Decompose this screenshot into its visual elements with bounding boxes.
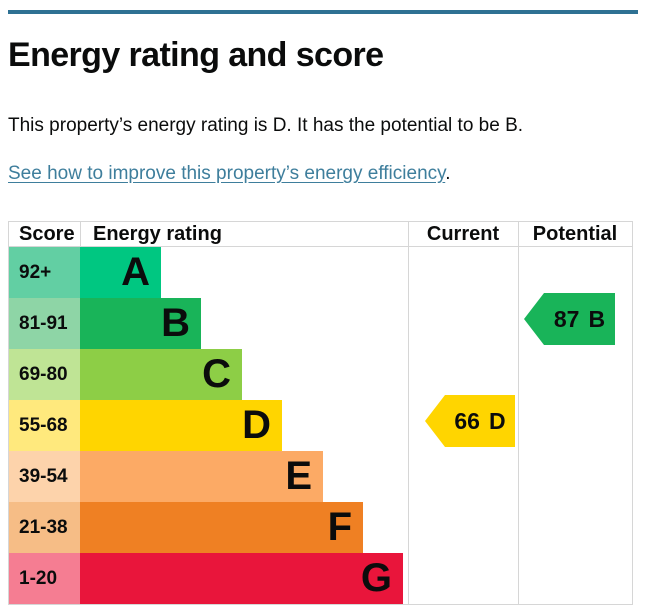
band-bar-d: D bbox=[80, 400, 282, 451]
potential-rating-band: B bbox=[588, 305, 606, 332]
current-rating-arrow: 66 D bbox=[425, 395, 515, 447]
epc-chart: Score Energy rating Current Potential 92… bbox=[8, 221, 633, 605]
band-bar-b: B bbox=[80, 298, 201, 349]
band-score-range: 55-68 bbox=[9, 400, 80, 451]
current-rating-band: D bbox=[488, 407, 506, 434]
epc-band-row-f: 21-38 F bbox=[9, 502, 632, 553]
potential-column-divider bbox=[518, 222, 519, 604]
epc-band-row-d: 55-68 D bbox=[9, 400, 632, 451]
current-column-divider bbox=[408, 222, 409, 604]
epc-band-row-b: 81-91 B bbox=[9, 298, 632, 349]
band-bar-c: C bbox=[80, 349, 242, 400]
chart-header-row: Score Energy rating Current Potential bbox=[9, 222, 632, 247]
epc-band-row-c: 69-80 C bbox=[9, 349, 632, 400]
band-score-range: 21-38 bbox=[9, 502, 80, 553]
band-score-range: 92+ bbox=[9, 247, 80, 298]
link-period: . bbox=[445, 163, 451, 184]
band-bar-g: G bbox=[80, 553, 403, 604]
band-score-range: 39-54 bbox=[9, 451, 80, 502]
column-header-score: Score bbox=[19, 223, 75, 245]
band-score-range: 81-91 bbox=[9, 298, 80, 349]
epc-band-row-g: 1-20 G bbox=[9, 553, 632, 604]
band-bar-f: F bbox=[80, 502, 363, 553]
column-header-current: Current bbox=[426, 223, 500, 245]
improve-link-line: See how to improve this property’s energ… bbox=[8, 162, 451, 186]
top-divider bbox=[8, 10, 638, 14]
page-title: Energy rating and score bbox=[8, 36, 384, 74]
improve-efficiency-link[interactable]: See how to improve this property’s energ… bbox=[8, 163, 446, 184]
epc-band-row-e: 39-54 E bbox=[9, 451, 632, 502]
band-score-range: 69-80 bbox=[9, 349, 80, 400]
epc-rows: 92+ A 81-91 B 69-80 C 55-68 D 39-54 E 21-38 F 1-20 G bbox=[9, 247, 632, 604]
rating-summary-text: This property’s energy rating is D. It h… bbox=[8, 115, 524, 136]
current-rating-value: 66 bbox=[454, 407, 480, 434]
band-bar-e: E bbox=[80, 451, 323, 502]
potential-rating-arrow: 87 B bbox=[524, 293, 615, 345]
column-header-potential: Potential bbox=[532, 223, 618, 245]
epc-band-row-a: 92+ A bbox=[9, 247, 632, 298]
band-bar-a: A bbox=[80, 247, 161, 298]
potential-rating-value: 87 bbox=[553, 305, 580, 332]
column-header-energy-rating: Energy rating bbox=[93, 223, 222, 245]
band-score-range: 1-20 bbox=[9, 553, 80, 604]
